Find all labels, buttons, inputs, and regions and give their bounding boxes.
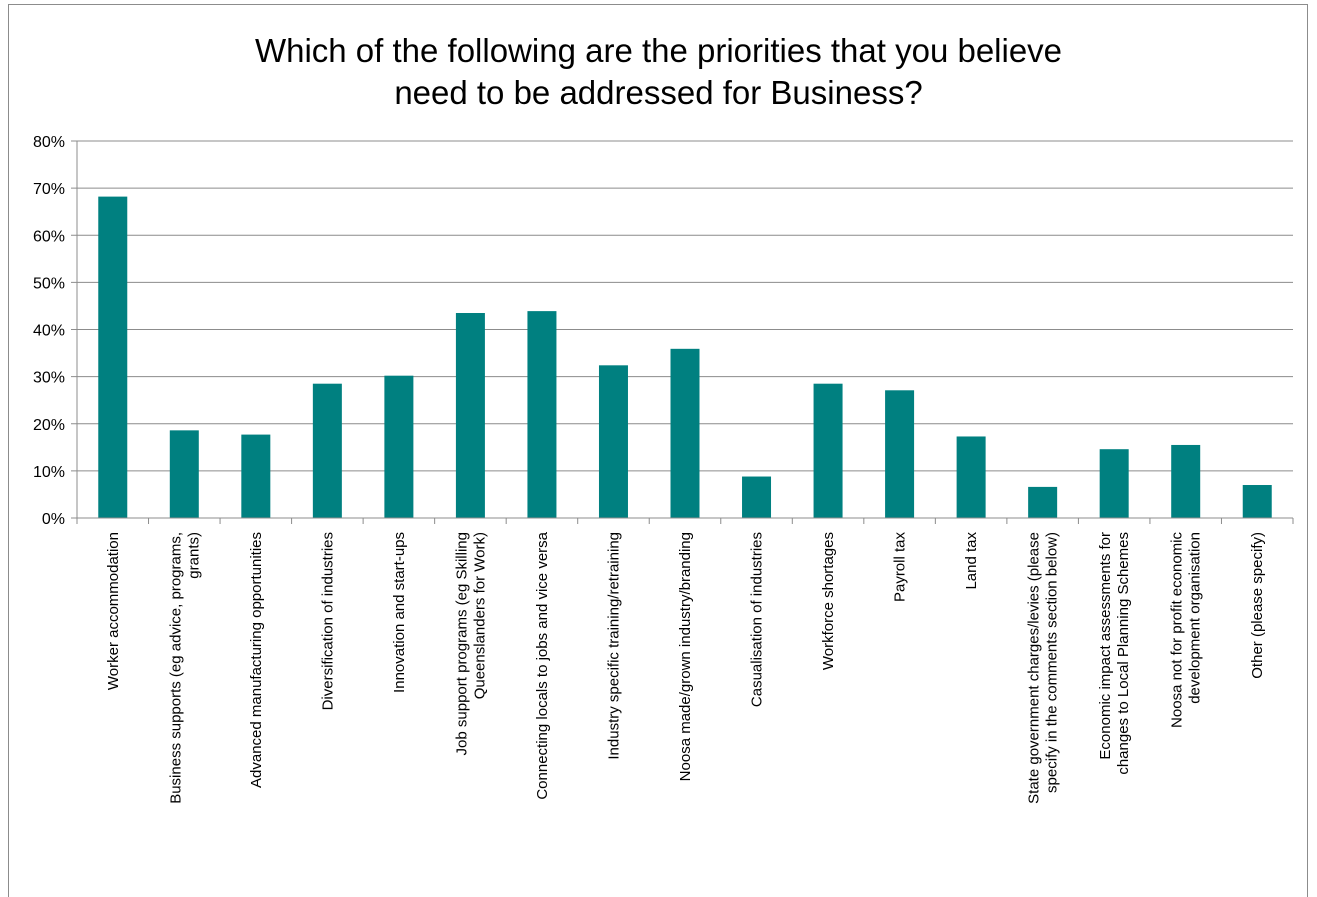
y-tick-label: 10% — [33, 464, 65, 481]
x-tick-label: Worker accommodation — [105, 532, 122, 690]
bar — [384, 375, 414, 518]
bar — [455, 313, 485, 518]
x-tick-label: State government charges/levies (pleases… — [1026, 532, 1061, 804]
x-tick-label-line: Innovation and start-ups — [391, 532, 408, 693]
x-tick-label-line: Connecting locals to jobs and vice versa — [534, 531, 551, 799]
bar — [527, 311, 557, 518]
bar — [1242, 485, 1272, 518]
bar — [169, 430, 199, 518]
bar — [312, 383, 342, 518]
x-tick-label: Land tax — [963, 532, 980, 590]
x-tick-label-line: Diversification of industries — [319, 532, 336, 710]
x-tick-label-line: Casualisation of industries — [749, 532, 766, 707]
x-tick-label: Noosa not for profit economicdevelopment… — [1169, 532, 1204, 728]
y-tick-label: 0% — [42, 511, 65, 528]
x-tick-label-line: Advanced manufacturing opportunities — [248, 532, 265, 788]
x-tick-label-line: development organisation — [1187, 532, 1204, 704]
bar — [670, 348, 700, 518]
x-tick-label: Payroll tax — [892, 532, 909, 603]
x-tick-label-line: State government charges/levies (please — [1026, 532, 1043, 804]
x-tick-label: Job support programs (eg SkillingQueensl… — [453, 532, 488, 755]
x-tick-label: Workforce shortages — [820, 532, 837, 670]
y-tick-label: 70% — [33, 181, 65, 198]
y-tick-label: 60% — [33, 228, 65, 245]
x-tick-label-line: Other (please specify) — [1249, 532, 1266, 679]
x-tick-label-line: Payroll tax — [892, 532, 909, 603]
bar — [1171, 444, 1201, 518]
bar — [598, 365, 628, 518]
x-axis: Worker accommodation Business supports (e… — [76, 517, 1294, 804]
x-tick-label-line: Land tax — [963, 532, 980, 590]
y-tick-label: 30% — [33, 370, 65, 387]
x-tick-label: Casualisation of industries — [749, 532, 766, 707]
bar — [813, 383, 843, 518]
y-tick-label: 40% — [33, 323, 65, 340]
chart-title-line-2: need to be addressed for Business? — [394, 74, 923, 111]
x-tick-label-line: specify in the comments section below) — [1044, 532, 1061, 793]
x-tick-label-line: Worker accommodation — [105, 532, 122, 690]
x-tick-label-line: Noosa made/grown industry/branding — [677, 532, 694, 781]
chart-title: Which of the following are the prioritie… — [0, 30, 1317, 114]
x-tick-label: Business supports (eg advice, programs,g… — [167, 532, 202, 804]
bar — [98, 196, 128, 519]
x-tick-label-line: Queenslanders for Work) — [471, 532, 488, 699]
x-tick-label-line: Job support programs (eg Skilling — [453, 532, 470, 755]
y-tick-label: 50% — [33, 275, 65, 292]
x-tick-label: Innovation and start-ups — [391, 532, 408, 693]
y-tick-label: 80% — [33, 134, 65, 151]
bar — [241, 434, 271, 518]
x-tick-label-line: Workforce shortages — [820, 532, 837, 670]
y-tick-label: 20% — [33, 417, 65, 434]
x-tick-label: Industry specific training/retraining — [605, 532, 622, 760]
bar — [1028, 486, 1058, 518]
bar — [885, 390, 915, 518]
bar — [1099, 449, 1129, 518]
chart-frame — [8, 4, 1308, 897]
bar — [956, 436, 986, 518]
x-tick-label-line: Economic impact assessments for — [1097, 532, 1114, 760]
x-tick-label: Economic impact assessments forchanges t… — [1097, 532, 1132, 775]
x-tick-label-line: Noosa not for profit economic — [1169, 532, 1186, 728]
bar — [742, 476, 772, 518]
x-tick-label-line: Industry specific training/retraining — [605, 532, 622, 760]
x-tick-label: Other (please specify) — [1249, 532, 1266, 679]
x-tick-label: Advanced manufacturing opportunities — [248, 532, 265, 788]
x-tick-label-line: Business supports (eg advice, programs, — [167, 532, 184, 804]
chart-title-line-1: Which of the following are the prioritie… — [254, 32, 1063, 69]
y-axis: 0% 10% 20% 30% 40% 50% 60% 70% 80% — [33, 134, 78, 528]
x-tick-label: Diversification of industries — [319, 532, 336, 710]
x-tick-label-line: grants) — [185, 532, 202, 579]
bars — [98, 196, 1272, 519]
x-tick-label: Connecting locals to jobs and vice versa — [534, 531, 551, 799]
x-tick-label: Noosa made/grown industry/branding — [677, 532, 694, 781]
x-tick-label-line: changes to Local Planning Schemes — [1115, 532, 1132, 775]
